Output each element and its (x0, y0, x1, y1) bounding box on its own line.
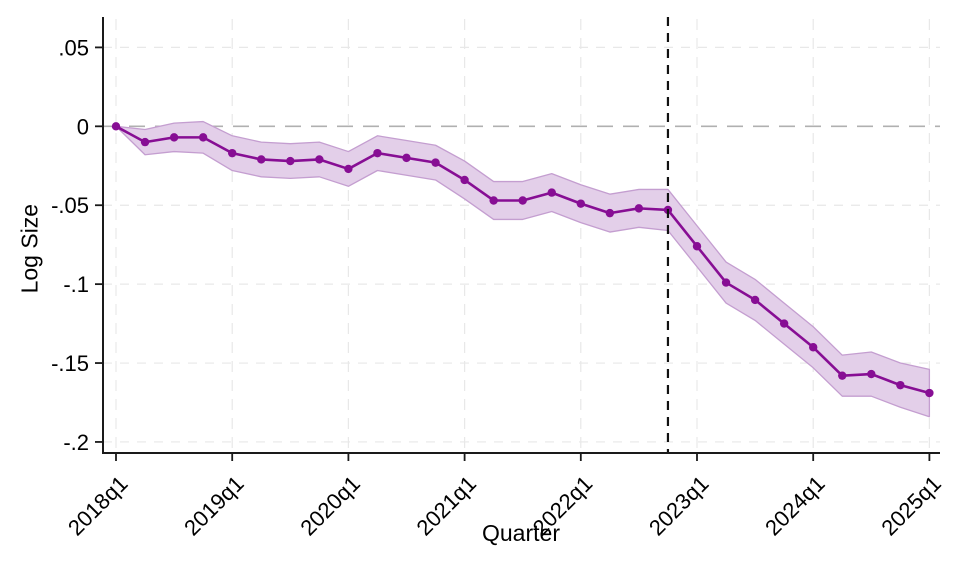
data-point-marker (489, 196, 498, 205)
data-point-marker (605, 208, 615, 218)
data-point-marker (286, 156, 295, 166)
data-point-marker (431, 158, 440, 167)
x-tick-label: 2024q1 (760, 471, 830, 541)
y-tick-label: -.1 (63, 272, 89, 297)
data-point-marker (315, 155, 324, 164)
x-tick-label: 2025q1 (876, 471, 946, 541)
data-point-marker (809, 343, 818, 352)
data-point-marker (867, 369, 876, 379)
data-point-marker (779, 319, 789, 328)
data-point-marker (925, 388, 934, 398)
data-point-marker (547, 188, 556, 197)
y-tick-label: 0 (77, 114, 89, 139)
data-point-marker (460, 175, 469, 185)
data-point-marker (576, 199, 585, 208)
data-point-marker (402, 153, 411, 163)
data-point-marker (344, 164, 353, 174)
data-point-marker (896, 380, 905, 390)
x-tick-label: 2023q1 (644, 471, 714, 541)
data-point-marker (228, 148, 237, 158)
data-point-marker (373, 148, 382, 158)
x-axis-title: Quarter (482, 520, 560, 546)
y-tick-label: -.05 (51, 193, 89, 218)
confidence-band (115, 120, 931, 418)
data-point-marker (140, 137, 150, 147)
data-point-marker (257, 155, 266, 164)
data-point-marker (518, 196, 527, 205)
data-point-marker (198, 133, 208, 142)
x-tick-label: 2018q1 (63, 471, 133, 541)
data-point-marker (750, 295, 760, 305)
x-tick-label: 2019q1 (179, 471, 249, 541)
data-point-marker (111, 122, 121, 131)
data-point-marker (838, 371, 847, 380)
data-point-marker (721, 278, 731, 287)
y-tick-label: -.2 (63, 430, 89, 455)
data-point-marker (169, 133, 179, 142)
y-axis-title: Log Size (16, 203, 43, 294)
data-point-marker (634, 204, 644, 213)
y-tick-label: .05 (58, 35, 89, 60)
data-point-marker (692, 242, 702, 251)
y-tick-label: -.15 (51, 351, 89, 376)
x-tick-label: 2020q1 (295, 471, 365, 541)
